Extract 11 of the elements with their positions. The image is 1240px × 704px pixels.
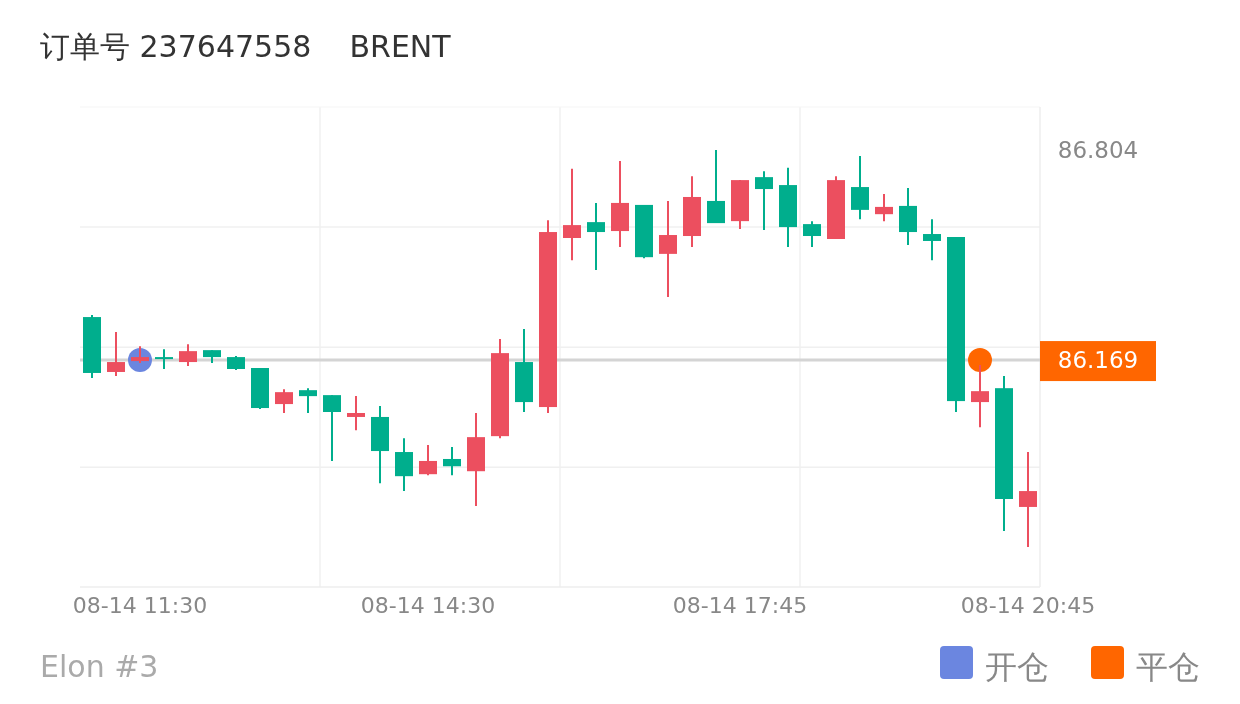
x-tick: 08-14 11:30 bbox=[72, 593, 208, 618]
y-tick: 86.169 bbox=[1040, 341, 1156, 382]
y-tick-label: 86.169 bbox=[1057, 347, 1139, 374]
x-tick: 08-14 17:45 bbox=[672, 593, 808, 618]
x-tick: 08-14 14:30 bbox=[360, 593, 496, 618]
annotation: Elon #3 bbox=[40, 649, 159, 684]
title: 订单号 237647558 BRENT bbox=[40, 29, 451, 64]
x-tick: 08-14 20:45 bbox=[960, 593, 1096, 618]
legend-label: 开仓 bbox=[985, 648, 1049, 686]
legend-label: 平仓 bbox=[1136, 648, 1200, 686]
y-tick: 86.804 bbox=[1057, 137, 1139, 163]
